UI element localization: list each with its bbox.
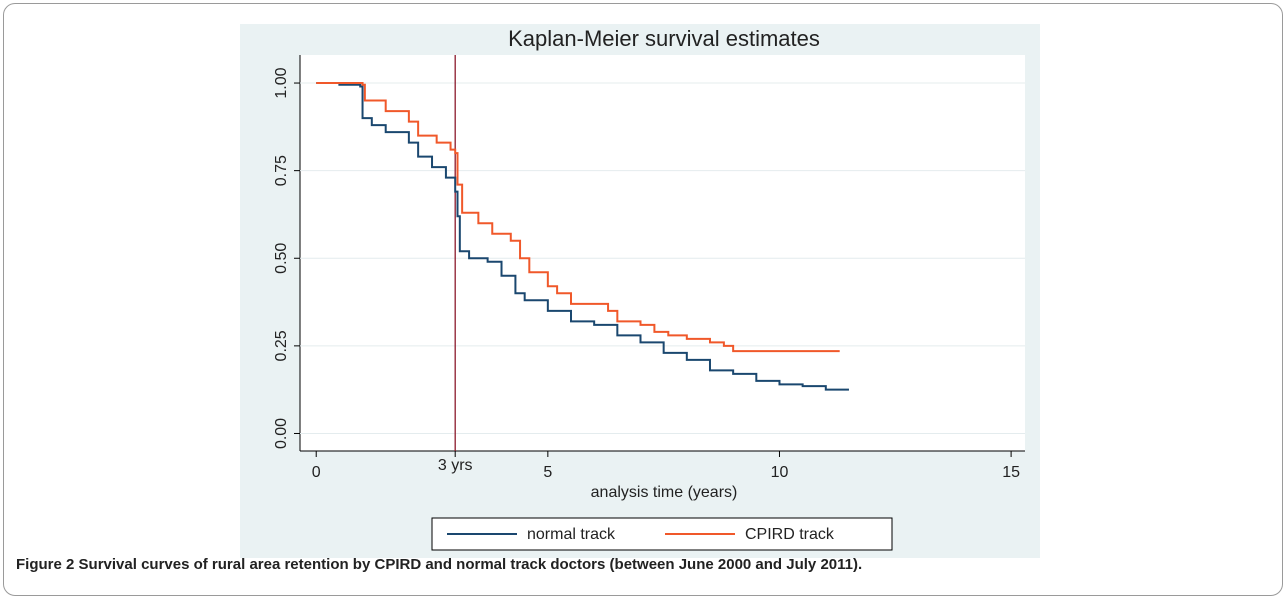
x-tick-label: 0	[312, 464, 321, 481]
y-tick-label: 0.25	[273, 330, 290, 361]
y-tick-label: 1.00	[273, 67, 290, 98]
caption-label: Figure 2	[16, 556, 75, 573]
figure-frame	[3, 3, 1283, 596]
survival-curve	[316, 82, 840, 353]
x-tick-label: 15	[1002, 464, 1020, 481]
caption-text: Survival curves of rural area retention …	[78, 556, 863, 573]
x-tick-label: 10	[771, 464, 789, 481]
y-tick-label: 0.00	[273, 418, 290, 449]
survival-curve	[316, 82, 849, 391]
chart-title: Kaplan-Meier survival estimates	[508, 26, 820, 51]
plot-area	[300, 55, 1025, 451]
x-tick-label: 5	[543, 464, 552, 481]
legend	[431, 517, 893, 551]
reference-label: 3 yrs	[438, 457, 473, 474]
y-tick-label: 0.50	[273, 243, 290, 274]
legend-label: CPIRD track	[745, 526, 835, 543]
caption: Figure 2 Survival curves of rural area r…	[16, 556, 862, 573]
x-axis-title: analysis time (years)	[591, 484, 738, 501]
legend-label: normal track	[527, 526, 616, 543]
y-tick-label: 0.75	[273, 155, 290, 186]
